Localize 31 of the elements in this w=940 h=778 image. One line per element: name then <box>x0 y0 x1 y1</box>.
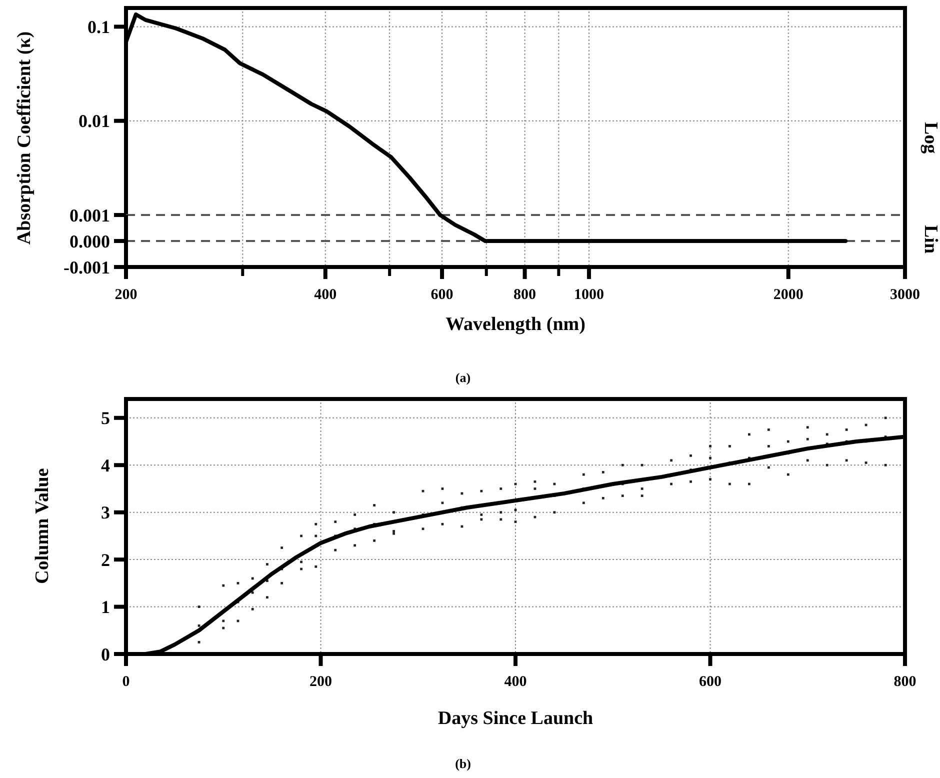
text: (a) <box>455 370 471 385</box>
text: Log <box>920 122 940 154</box>
y-axis-title: Column Value <box>32 468 53 584</box>
y-tick-label: 1 <box>101 597 110 618</box>
y-axis-title: Absorption Coefficient (κ) <box>14 31 35 245</box>
x-tick-label: 400 <box>504 674 527 690</box>
y-tick-label: 3 <box>101 502 110 523</box>
x-tick-label: 600 <box>430 287 454 303</box>
y-tick-label: 0.001 <box>70 205 110 226</box>
x-tick-label: 600 <box>699 674 722 690</box>
x-tick-label: 200 <box>114 287 138 303</box>
y-tick-label: -0.001 <box>64 257 110 278</box>
y-tick-label: 4 <box>101 455 110 476</box>
x-tick-label: 0 <box>122 674 130 690</box>
x-tick-label: 200 <box>310 674 332 690</box>
x-tick-label: 1000 <box>574 287 604 303</box>
x-tick-label: 3000 <box>890 287 920 303</box>
y-tick-label: 0.01 <box>78 111 110 132</box>
x-tick-label: 2000 <box>773 287 804 303</box>
text: (b) <box>455 756 471 771</box>
y-tick-label: 5 <box>101 408 110 428</box>
y-tick-label: 0.1 <box>88 17 110 38</box>
x-tick-label: 800 <box>514 287 536 303</box>
x-axis-title: Days Since Launch <box>438 708 594 729</box>
x-tick-label: 400 <box>314 287 337 303</box>
y-tick-label: 0 <box>101 644 110 664</box>
y-tick-label: 0.000 <box>70 231 110 252</box>
x-axis-title: Wavelength (nm) <box>446 314 586 335</box>
text: Lin <box>920 225 940 254</box>
x-tick-label: 800 <box>894 674 916 690</box>
y-tick-label: 2 <box>101 550 110 570</box>
